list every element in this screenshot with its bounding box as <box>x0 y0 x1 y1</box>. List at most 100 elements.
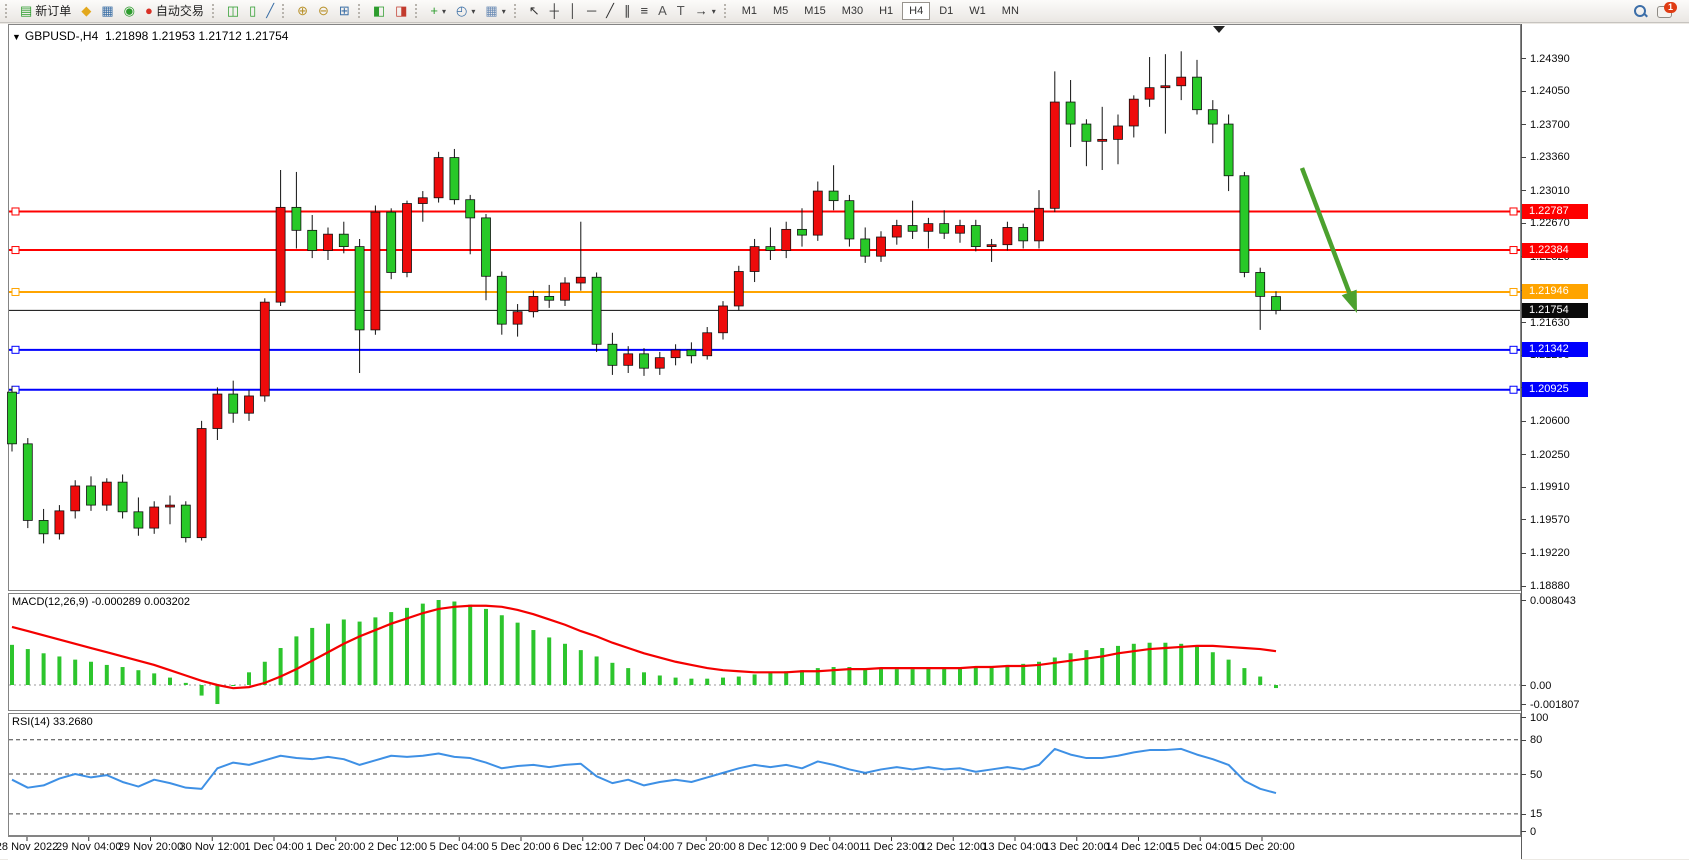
timeframe-h4[interactable]: H4 <box>902 2 931 20</box>
line-chart-icon: ╱ <box>266 3 275 18</box>
rsi-tick-100: 100 <box>1521 711 1548 724</box>
rsi-tick-50: 50 <box>1521 768 1542 781</box>
time-label: 15 Dec 20:00 <box>1229 841 1295 853</box>
text-label-button[interactable]: T <box>672 2 690 20</box>
bar-chart-button[interactable]: ◫ <box>222 2 244 20</box>
auto-scroll-button[interactable]: ◧ <box>368 2 390 20</box>
price-tick-1.22670: 1.22670 <box>1521 217 1570 230</box>
tile-windows-button[interactable]: ⊞ <box>334 2 355 20</box>
cursor-icon: ↖ <box>528 3 540 18</box>
search-icon[interactable] <box>1633 4 1648 18</box>
price-tick-1.23700: 1.23700 <box>1521 118 1570 131</box>
line-chart-button[interactable]: ╱ <box>261 2 279 20</box>
equidistant-channel-button[interactable]: ∥ <box>619 2 636 20</box>
caret-down-icon[interactable]: ▾ <box>711 6 716 16</box>
cursor-button[interactable]: ↖ <box>524 2 545 20</box>
price-label-1.20925: 1.20925 <box>1522 382 1588 398</box>
time-label: 30 Nov 12:00 <box>179 841 245 853</box>
toolbar-grip <box>723 4 729 18</box>
time-label: 12 Dec 12:00 <box>920 841 986 853</box>
candlestick-chart-button[interactable]: ▯ <box>244 2 261 20</box>
main-chart-pane[interactable] <box>8 24 1521 591</box>
zoom-in-icon: ⊕ <box>297 3 309 18</box>
zoom-in-button[interactable]: ⊕ <box>292 2 313 20</box>
time-label: 1 Dec 20:00 <box>306 841 366 853</box>
timeframe-m15[interactable]: M15 <box>804 5 826 17</box>
vertical-line-icon: │ <box>568 3 577 18</box>
price-tick-1.23360: 1.23360 <box>1521 151 1570 164</box>
timeframe-d1[interactable]: D1 <box>939 5 954 17</box>
timeframe-mn[interactable]: MN <box>1001 5 1019 17</box>
price-tick-1.20250: 1.20250 <box>1521 448 1570 461</box>
caret-down-icon[interactable]: ▾ <box>501 6 506 16</box>
rsi-pane[interactable] <box>8 713 1521 836</box>
timeframe-h1[interactable]: H1 <box>879 5 894 17</box>
toolbar-right: 1 <box>1633 1 1683 19</box>
compass-icon[interactable]: ◆ <box>76 2 96 20</box>
chat-icon[interactable]: 1 <box>1657 1 1677 19</box>
timeframe-m5[interactable]: M5 <box>773 5 789 17</box>
tile-windows-icon: ⊞ <box>338 3 350 18</box>
autotrading-button[interactable]: ● 自动交易 <box>140 2 209 21</box>
time-label: 6 Dec 12:00 <box>553 841 613 853</box>
price-tick-1.21630: 1.21630 <box>1521 316 1570 329</box>
horizontal-line-button[interactable]: ─ <box>582 2 601 20</box>
macd-pane[interactable] <box>8 593 1521 711</box>
crosshair-button[interactable]: ┼ <box>545 2 564 20</box>
toolbar-grip <box>357 4 363 18</box>
zoom-out-icon: ⊖ <box>318 3 329 18</box>
arrows-menu-button[interactable]: → ▾ <box>690 2 721 21</box>
market-watch-icon[interactable]: ▦ <box>96 2 118 20</box>
timeframe-m30[interactable]: M30 <box>841 5 864 17</box>
new-order-button[interactable]: ▤ 新订单 <box>15 2 76 21</box>
rsi-tick-80: 80 <box>1521 734 1542 747</box>
caret-down-icon[interactable]: ▾ <box>471 6 476 16</box>
timeframe-w1[interactable]: W1 <box>969 5 986 17</box>
rsi-tick-0: 0 <box>1521 825 1536 838</box>
time-label: 1 Dec 04:00 <box>244 841 304 853</box>
compass-icon-icon: ◆ <box>81 3 92 18</box>
template-button[interactable]: ▦ ▾ <box>480 2 510 21</box>
crosshair-icon: ┼ <box>549 3 559 18</box>
price-axis[interactable] <box>1521 24 1689 859</box>
time-label: 15 Dec 04:00 <box>1167 841 1233 853</box>
arrows-menu-icon: → <box>694 3 708 18</box>
toolbar-group: ▤ 新订单 ◆ ▦ ◉ ● 自动交易 <box>2 0 209 23</box>
time-axis[interactable] <box>8 836 1521 860</box>
timeframe-m1[interactable]: M1 <box>741 5 758 17</box>
toolbar-grip <box>513 4 519 18</box>
timeframe-group: M1 M5 M15 M30 H1 H4 D1 W1 MN <box>721 0 1027 23</box>
caret-down-icon[interactable]: ▾ <box>442 6 447 16</box>
fibonacci-button[interactable]: ≡ <box>636 2 654 20</box>
market-watch-icon-icon: ▦ <box>101 3 114 18</box>
time-label: 29 Nov 04:00 <box>56 841 122 853</box>
trendline-icon: ╱ <box>606 3 614 18</box>
price-tick-1.23010: 1.23010 <box>1521 184 1570 197</box>
price-tick-1.24390: 1.24390 <box>1521 52 1570 65</box>
price-label-1.21342: 1.21342 <box>1522 342 1588 358</box>
ohlc-values: 1.21898 1.21953 1.21712 1.21754 <box>104 29 289 43</box>
chart-shift-button[interactable]: ◨ <box>390 2 412 20</box>
time-label: 29 Nov 20:00 <box>117 841 184 853</box>
vertical-line-button[interactable]: │ <box>564 2 582 20</box>
trendline-button[interactable]: ╱ <box>601 2 619 20</box>
periods-button[interactable]: ◴ ▾ <box>451 2 480 21</box>
add-indicator-button[interactable]: + ▾ <box>425 2 451 21</box>
fibonacci-icon: ≡ <box>640 3 649 18</box>
macd-tick-0.00: 0.00 <box>1521 679 1551 692</box>
time-label: 13 Dec 04:00 <box>982 841 1048 853</box>
zoom-out-button[interactable]: ⊖ <box>313 2 334 20</box>
toolbar-group: ◧ ◨ <box>355 0 413 23</box>
rsi-tick-15: 15 <box>1521 808 1542 821</box>
toolbar-group: ◫ ▯ ╱ <box>209 0 279 23</box>
text-icon: A <box>658 3 667 18</box>
time-label: 13 Dec 20:00 <box>1044 841 1110 853</box>
price-tick-1.20600: 1.20600 <box>1521 415 1570 428</box>
toolbar-grip <box>415 4 420 18</box>
price-tick-1.18880: 1.18880 <box>1521 580 1570 593</box>
chevron-down-icon[interactable]: ▼ <box>12 32 21 42</box>
toolbar-group: + ▾ ◴ ▾ ▦ ▾ <box>412 0 510 23</box>
navigator-icon[interactable]: ◉ <box>119 2 140 20</box>
autotrading-icon: ● <box>144 3 153 18</box>
text-button[interactable]: A <box>653 2 672 20</box>
